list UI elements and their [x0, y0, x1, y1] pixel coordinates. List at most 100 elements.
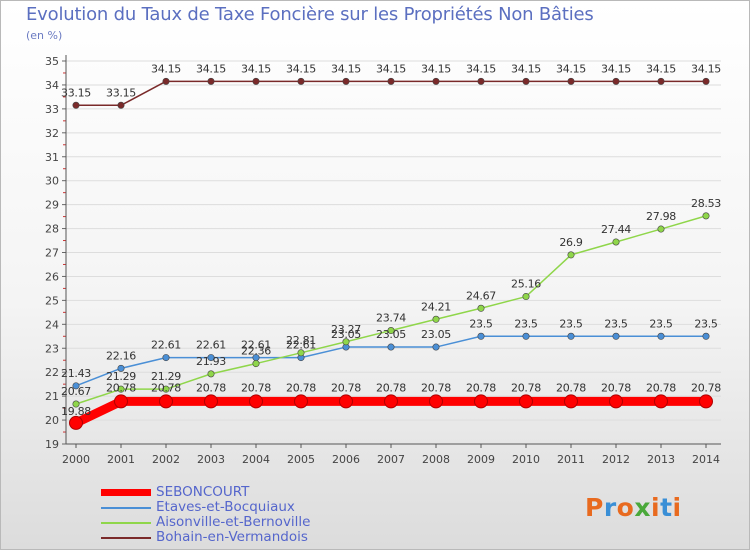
x-tick-label: 2008 — [422, 453, 450, 466]
data-label: 33.15 — [61, 86, 91, 99]
series-bohain-en-vermandois — [72, 77, 710, 109]
x-tick-label: 2013 — [647, 453, 675, 466]
data-label: 26.9 — [559, 236, 583, 249]
x-tick-label: 2007 — [377, 453, 405, 466]
data-point — [249, 394, 263, 409]
data-label: 24.67 — [466, 289, 496, 302]
data-point — [432, 343, 440, 351]
y-tick-label: 20 — [45, 414, 59, 427]
data-point — [609, 394, 623, 409]
data-label: 23.05 — [376, 328, 406, 341]
data-label: 21.29 — [106, 370, 136, 383]
legend-label: Bohain-en-Vermandois — [156, 529, 308, 545]
data-label: 20.78 — [241, 381, 271, 394]
data-point — [72, 101, 80, 109]
logo-letter: i — [651, 493, 661, 522]
data-point — [432, 77, 440, 85]
legend-swatch — [101, 522, 151, 524]
data-label: 23.5 — [469, 317, 493, 330]
data-label: 20.78 — [466, 381, 496, 394]
x-tick-label: 2002 — [152, 453, 180, 466]
data-point — [702, 332, 710, 340]
data-label: 20.78 — [511, 381, 541, 394]
series-aisonville-et-bernoville — [72, 212, 710, 408]
data-point — [564, 394, 578, 409]
data-point — [117, 101, 125, 109]
data-label: 34.15 — [556, 62, 586, 75]
y-tick-label: 27 — [45, 247, 59, 260]
x-tick-label: 2011 — [557, 453, 585, 466]
data-point — [72, 400, 80, 408]
x-tick-label: 2000 — [62, 453, 90, 466]
legend-label: Aisonville-et-Bernoville — [156, 514, 311, 530]
data-label: 34.15 — [601, 62, 631, 75]
data-label: 34.15 — [241, 62, 271, 75]
data-point — [207, 77, 215, 85]
data-point — [522, 77, 530, 85]
data-label: 34.15 — [376, 62, 406, 75]
x-tick-label: 2006 — [332, 453, 360, 466]
data-label: 20.78 — [331, 381, 361, 394]
logo-letter: o — [616, 493, 635, 522]
y-tick-label: 24 — [45, 318, 59, 331]
x-tick-label: 2014 — [692, 453, 720, 466]
y-tick-label: 23 — [45, 342, 59, 355]
data-label: 20.78 — [151, 381, 181, 394]
x-tick-label: 2001 — [107, 453, 135, 466]
data-label: 34.15 — [421, 62, 451, 75]
unit-label: (en %) — [26, 29, 63, 42]
x-tick-label: 2009 — [467, 453, 495, 466]
data-label: 24.21 — [421, 300, 451, 313]
data-point — [162, 77, 170, 85]
data-point — [519, 394, 533, 409]
data-label: 20.78 — [106, 381, 136, 394]
logo-letter: r — [603, 493, 617, 522]
data-label: 33.15 — [106, 86, 136, 99]
logo-letter: t — [660, 493, 673, 522]
proxiti-logo: Proxiti — [585, 493, 682, 522]
data-point — [699, 394, 713, 409]
data-point — [432, 315, 440, 323]
data-point — [342, 77, 350, 85]
data-point — [117, 364, 125, 372]
data-point — [162, 385, 170, 393]
data-label: 34.15 — [646, 62, 676, 75]
data-point — [159, 394, 173, 409]
data-label: 23.5 — [649, 317, 673, 330]
logo-letter: i — [672, 493, 682, 522]
y-tick-label: 29 — [45, 199, 59, 212]
data-point — [117, 385, 125, 393]
data-label: 23.74 — [376, 312, 406, 325]
data-point — [114, 394, 128, 409]
y-tick-label: 35 — [45, 55, 59, 68]
data-label: 23.5 — [694, 317, 718, 330]
data-label: 23.5 — [604, 317, 628, 330]
data-label: 20.78 — [646, 381, 676, 394]
data-point — [297, 77, 305, 85]
data-label: 19.88 — [61, 405, 91, 418]
x-tick-label: 2003 — [197, 453, 225, 466]
data-point — [342, 338, 350, 346]
data-label: 22.16 — [106, 349, 136, 362]
data-label: 22.36 — [241, 345, 271, 358]
data-label: 20.78 — [421, 381, 451, 394]
data-point — [567, 77, 575, 85]
y-tick-label: 19 — [45, 438, 59, 451]
data-point — [297, 349, 305, 357]
x-tick-label: 2004 — [242, 453, 270, 466]
data-label: 27.44 — [601, 223, 631, 236]
data-label: 22.81 — [286, 334, 316, 347]
data-point — [204, 394, 218, 409]
data-label: 21.29 — [151, 370, 181, 383]
logo-letter: x — [634, 493, 651, 522]
y-tick-label: 28 — [45, 223, 59, 236]
data-point — [474, 394, 488, 409]
y-tick-label: 21 — [45, 390, 59, 403]
data-point — [72, 382, 80, 390]
data-point — [252, 360, 260, 368]
data-label: 34.15 — [691, 62, 721, 75]
y-tick-label: 26 — [45, 270, 59, 283]
data-label: 34.15 — [466, 62, 496, 75]
data-label: 22.61 — [241, 339, 271, 352]
data-label: 23.05 — [331, 328, 361, 341]
